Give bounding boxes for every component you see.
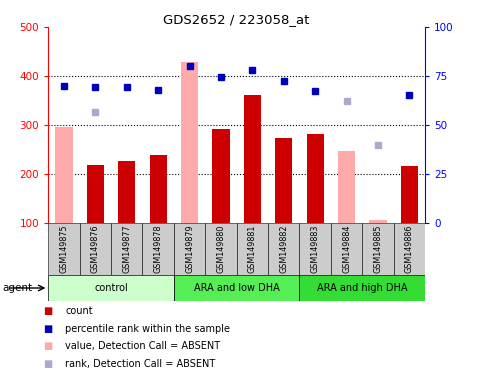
Text: GSM149877: GSM149877 (122, 224, 131, 273)
Bar (111, 223, 142, 275)
Text: ■: ■ (43, 324, 53, 334)
Title: GDS2652 / 223058_at: GDS2652 / 223058_at (163, 13, 310, 26)
Bar (362, 223, 394, 275)
Bar (118, 161, 135, 223)
Bar (299, 223, 331, 275)
Text: ARA and high DHA: ARA and high DHA (317, 283, 408, 293)
Bar (87, 166, 104, 223)
Text: GSM149881: GSM149881 (248, 224, 257, 273)
Bar (150, 155, 167, 223)
Bar (174, 275, 299, 301)
Bar (237, 223, 268, 275)
Text: GSM149885: GSM149885 (373, 224, 383, 273)
Text: GSM149883: GSM149883 (311, 224, 320, 273)
Text: GSM149882: GSM149882 (279, 224, 288, 273)
Bar (48, 223, 80, 275)
Text: GSM149875: GSM149875 (59, 224, 69, 273)
Bar (307, 134, 324, 223)
Text: percentile rank within the sample: percentile rank within the sample (65, 324, 230, 334)
Text: GSM149884: GSM149884 (342, 224, 351, 273)
Bar (401, 166, 418, 223)
Bar (142, 223, 174, 275)
Bar (213, 129, 229, 223)
Bar (331, 223, 362, 275)
Bar (80, 223, 111, 275)
Text: GSM149876: GSM149876 (91, 224, 100, 273)
Bar (174, 223, 205, 275)
Bar (244, 95, 261, 223)
Text: control: control (94, 283, 128, 293)
Text: ■: ■ (43, 359, 53, 369)
Text: GSM149878: GSM149878 (154, 224, 163, 273)
Bar (205, 223, 237, 275)
Bar (275, 137, 292, 223)
Bar (181, 62, 198, 223)
Text: rank, Detection Call = ABSENT: rank, Detection Call = ABSENT (65, 359, 215, 369)
Text: ARA and low DHA: ARA and low DHA (194, 283, 280, 293)
Bar (394, 223, 425, 275)
Bar (369, 220, 386, 223)
Text: value, Detection Call = ABSENT: value, Detection Call = ABSENT (65, 341, 220, 351)
Bar (299, 275, 425, 301)
Bar (48, 275, 174, 301)
Text: ■: ■ (43, 306, 53, 316)
Bar (338, 151, 355, 223)
Text: count: count (65, 306, 93, 316)
Bar (56, 127, 72, 223)
Text: GSM149886: GSM149886 (405, 224, 414, 273)
Text: GSM149879: GSM149879 (185, 224, 194, 273)
Text: agent: agent (2, 283, 32, 293)
Bar (268, 223, 299, 275)
Text: ■: ■ (43, 341, 53, 351)
Text: GSM149880: GSM149880 (216, 224, 226, 273)
